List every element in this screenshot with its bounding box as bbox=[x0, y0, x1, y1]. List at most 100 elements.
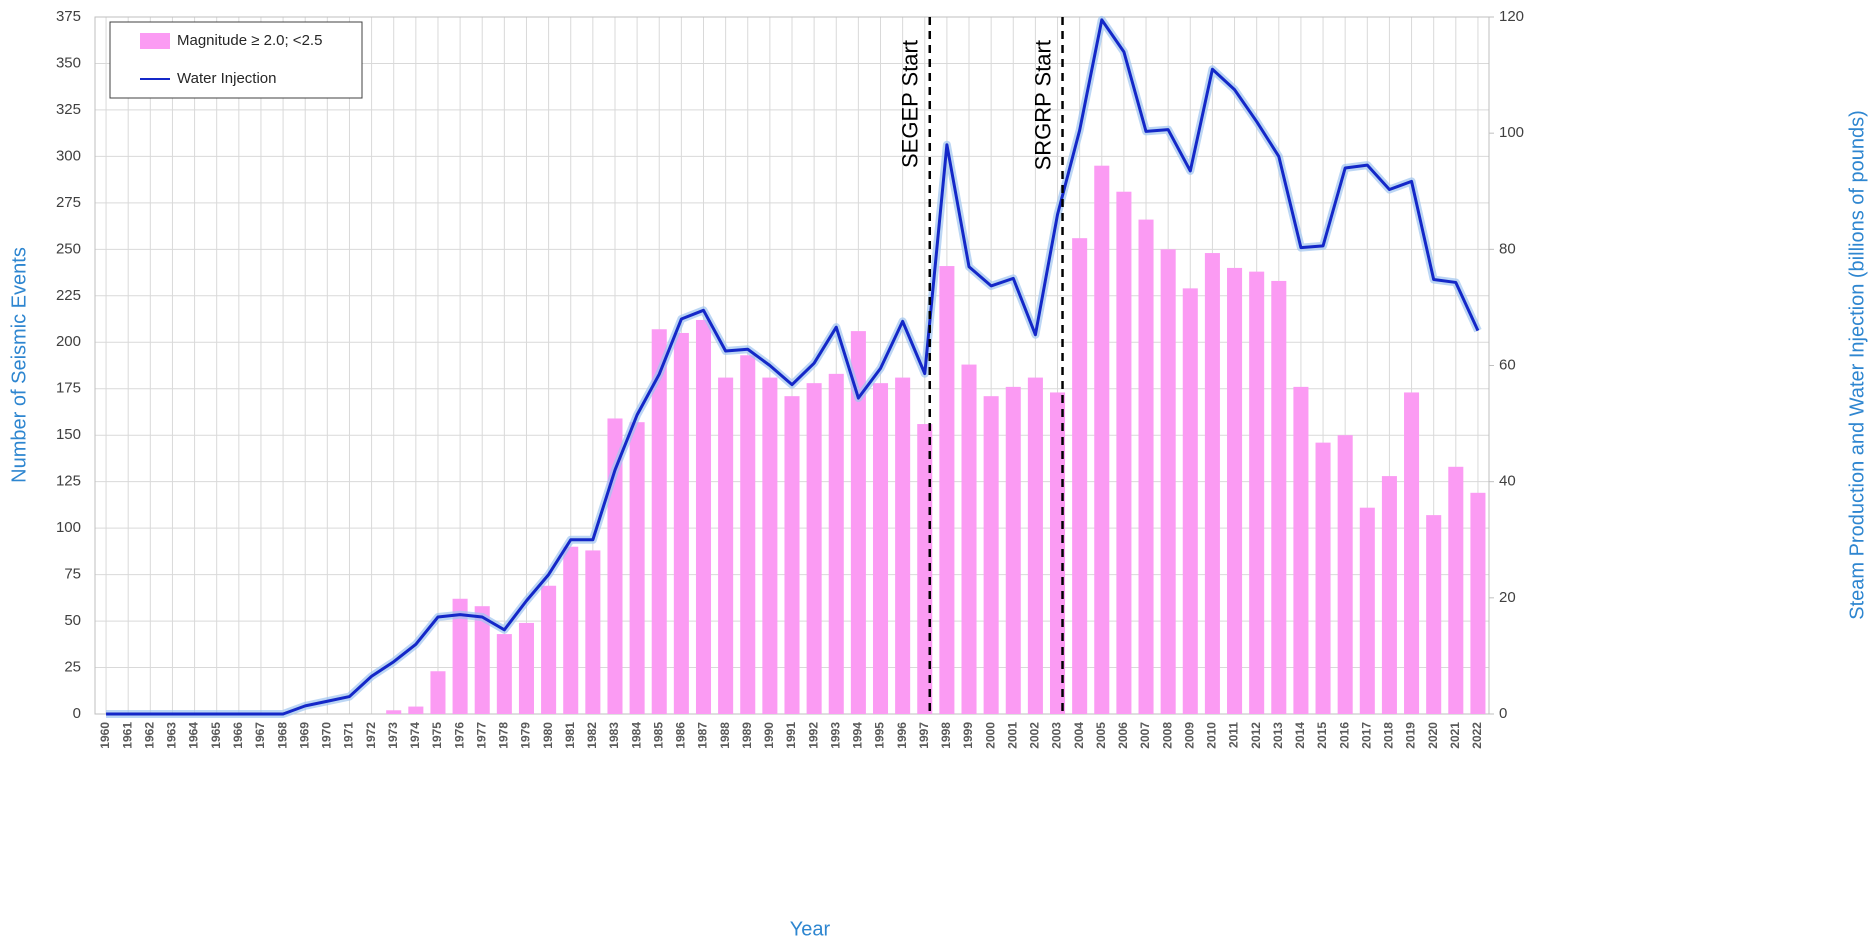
bar bbox=[784, 396, 800, 714]
x-tick-label: 2005 bbox=[1094, 722, 1108, 749]
x-tick-label: 2011 bbox=[1227, 722, 1241, 748]
y2-axis-label: Steam Production and Water Injection (bi… bbox=[1846, 110, 1868, 620]
x-tick-label: 1998 bbox=[939, 722, 953, 749]
bar bbox=[1271, 280, 1287, 714]
x-tick-label: 2016 bbox=[1337, 722, 1351, 749]
y-tick-label: 75 bbox=[64, 566, 81, 583]
x-tick-label: 1980 bbox=[541, 722, 555, 749]
x-tick-label: 1967 bbox=[253, 722, 267, 749]
y-tick-label: 325 bbox=[56, 101, 81, 118]
bar bbox=[408, 706, 424, 714]
x-tick-label: 1964 bbox=[187, 722, 201, 749]
x-tick-label: 1989 bbox=[740, 722, 754, 749]
x-tick-label: 1993 bbox=[828, 722, 842, 749]
y-tick-label: 50 bbox=[64, 612, 81, 629]
y-tick-label: 25 bbox=[64, 659, 81, 676]
bar bbox=[1359, 507, 1375, 714]
y-tick-label: 275 bbox=[56, 194, 81, 211]
bar bbox=[1027, 377, 1043, 714]
bar bbox=[740, 355, 756, 714]
x-tick-label: 1961 bbox=[120, 722, 134, 749]
x-tick-label: 1999 bbox=[961, 722, 975, 749]
bar bbox=[1094, 165, 1110, 714]
legend-swatch bbox=[140, 33, 170, 49]
x-tick-label: 1996 bbox=[895, 722, 909, 749]
annotation-text: SEGEP Start bbox=[898, 40, 923, 168]
bar bbox=[1249, 271, 1265, 714]
bar bbox=[629, 422, 645, 714]
bar bbox=[386, 710, 402, 714]
x-tick-label: 1962 bbox=[142, 722, 156, 749]
y-tick-label: 375 bbox=[56, 8, 81, 25]
x-tick-label: 2004 bbox=[1072, 722, 1086, 749]
y-tick-label: 0 bbox=[73, 705, 81, 722]
bar bbox=[718, 377, 734, 714]
x-tick-label: 2003 bbox=[1050, 722, 1064, 749]
x-tick-label: 2008 bbox=[1160, 722, 1174, 749]
bar bbox=[474, 606, 490, 714]
annotation-text: SRGRP Start bbox=[1030, 40, 1055, 170]
y2-tick-label: 20 bbox=[1499, 589, 1516, 606]
y-tick-label: 150 bbox=[56, 426, 81, 443]
y-tick-label: 100 bbox=[56, 519, 81, 536]
x-tick-label: 1971 bbox=[342, 722, 356, 749]
x-tick-label: 1976 bbox=[452, 722, 466, 749]
y-tick-label: 225 bbox=[56, 287, 81, 304]
x-tick-label: 2018 bbox=[1382, 722, 1396, 749]
bar bbox=[1160, 249, 1176, 715]
y2-tick-label: 40 bbox=[1499, 473, 1516, 490]
line bbox=[106, 18, 1480, 716]
bar bbox=[1005, 386, 1021, 714]
x-tick-label: 2015 bbox=[1315, 722, 1329, 749]
y2-tick-label: 120 bbox=[1499, 8, 1524, 25]
x-tick-label: 1963 bbox=[165, 722, 179, 749]
x-tick-label: 2000 bbox=[983, 722, 997, 749]
x-tick-label: 1973 bbox=[386, 722, 400, 749]
x-tick-label: 2001 bbox=[1005, 722, 1019, 749]
x-tick-label: 1995 bbox=[873, 722, 887, 749]
bar bbox=[452, 598, 468, 714]
bar bbox=[828, 373, 844, 714]
bar bbox=[1072, 238, 1088, 714]
x-tick-label: 1991 bbox=[784, 722, 798, 749]
bar bbox=[1182, 288, 1198, 714]
bar bbox=[872, 383, 889, 714]
y-tick-label: 200 bbox=[56, 333, 81, 350]
x-tick-label: 1987 bbox=[696, 722, 710, 749]
bar bbox=[983, 396, 999, 714]
x-tick-label: 1975 bbox=[430, 722, 444, 749]
x-tick-label: 1977 bbox=[474, 722, 488, 749]
x-tick-label: 2002 bbox=[1028, 722, 1042, 749]
bar bbox=[1204, 253, 1220, 714]
x-tick-label: 1965 bbox=[209, 722, 223, 749]
bar bbox=[585, 550, 601, 714]
y-tick-label: 250 bbox=[56, 240, 81, 257]
bar bbox=[850, 331, 866, 714]
x-tick-label: 1966 bbox=[231, 722, 245, 749]
bar bbox=[806, 383, 822, 714]
x-tick-label: 1990 bbox=[762, 722, 776, 749]
x-tick-label: 1981 bbox=[563, 722, 577, 749]
bar bbox=[1227, 267, 1243, 714]
x-tick-label: 1968 bbox=[275, 722, 289, 749]
x-tick-label: 1982 bbox=[585, 722, 599, 749]
bar bbox=[430, 671, 446, 714]
bar bbox=[939, 266, 955, 714]
y2-tick-label: 0 bbox=[1499, 705, 1507, 722]
bar bbox=[1293, 386, 1309, 714]
bar bbox=[541, 585, 557, 714]
bar bbox=[1448, 466, 1464, 714]
x-tick-label: 1974 bbox=[408, 722, 422, 749]
x-tick-label: 1960 bbox=[98, 722, 112, 749]
x-tick-label: 1983 bbox=[607, 722, 621, 749]
bar bbox=[762, 377, 778, 714]
bar bbox=[695, 319, 712, 714]
legend: Magnitude ≥ 2.0; <2.5 Water Injection bbox=[109, 21, 363, 99]
y2-tick-label: 60 bbox=[1499, 356, 1516, 373]
x-tick-label: 1997 bbox=[917, 722, 931, 749]
x-tick-label: 1988 bbox=[718, 722, 732, 749]
bar bbox=[496, 634, 512, 714]
bar bbox=[1116, 191, 1132, 714]
x-tick-label: 1994 bbox=[851, 722, 865, 749]
